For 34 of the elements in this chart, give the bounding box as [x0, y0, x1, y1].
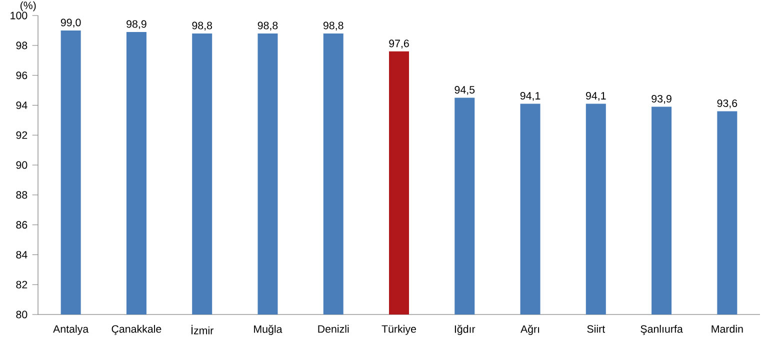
data-label: 94,1 — [586, 92, 606, 102]
y-tick-label: 96 — [16, 72, 28, 80]
data-label: 97,6 — [389, 40, 409, 49]
y-tick-label: 92 — [16, 132, 28, 140]
data-label: 98,8 — [192, 22, 212, 31]
y-tick-label: 90 — [16, 162, 28, 170]
x-tick-label: Türkiye — [382, 325, 416, 336]
x-tick-label: Antalya — [53, 325, 89, 336]
data-label: 98,8 — [323, 22, 344, 31]
x-tick-label: Iğdır — [454, 325, 476, 336]
y-tick-label: 84 — [16, 251, 28, 259]
x-tick-label: Muğla — [254, 325, 282, 336]
x-tick-label: Denizli — [318, 325, 349, 333]
data-label: 98,8 — [258, 22, 278, 31]
data-label: 94,1 — [520, 92, 540, 102]
y-tick-label: 100 — [10, 12, 28, 20]
x-tick-label: Şanlıurfa — [640, 325, 683, 336]
y-tick-label: 82 — [16, 281, 28, 289]
data-label: 98,9 — [126, 20, 146, 30]
x-tick-label: Siirt — [587, 325, 606, 333]
x-tick-label: İzmir — [192, 325, 214, 334]
y-tick-label: 94 — [16, 102, 28, 110]
data-label: 94,5 — [454, 86, 475, 96]
y-tick-label: 86 — [16, 221, 28, 229]
y-tick-label: 88 — [16, 191, 28, 199]
y-tick-label: 98 — [16, 42, 28, 50]
y-tick-label: 80 — [16, 310, 28, 319]
data-label: 99,0 — [60, 18, 81, 28]
data-label: 93,6 — [717, 100, 738, 109]
x-tick-label: Ağrı — [520, 325, 540, 336]
x-tick-label: Mardin — [712, 325, 743, 333]
data-label: 93,9 — [652, 95, 672, 104]
y-axis-title: (%) — [20, 2, 36, 12]
x-tick-label: Çanakkale — [112, 325, 162, 336]
